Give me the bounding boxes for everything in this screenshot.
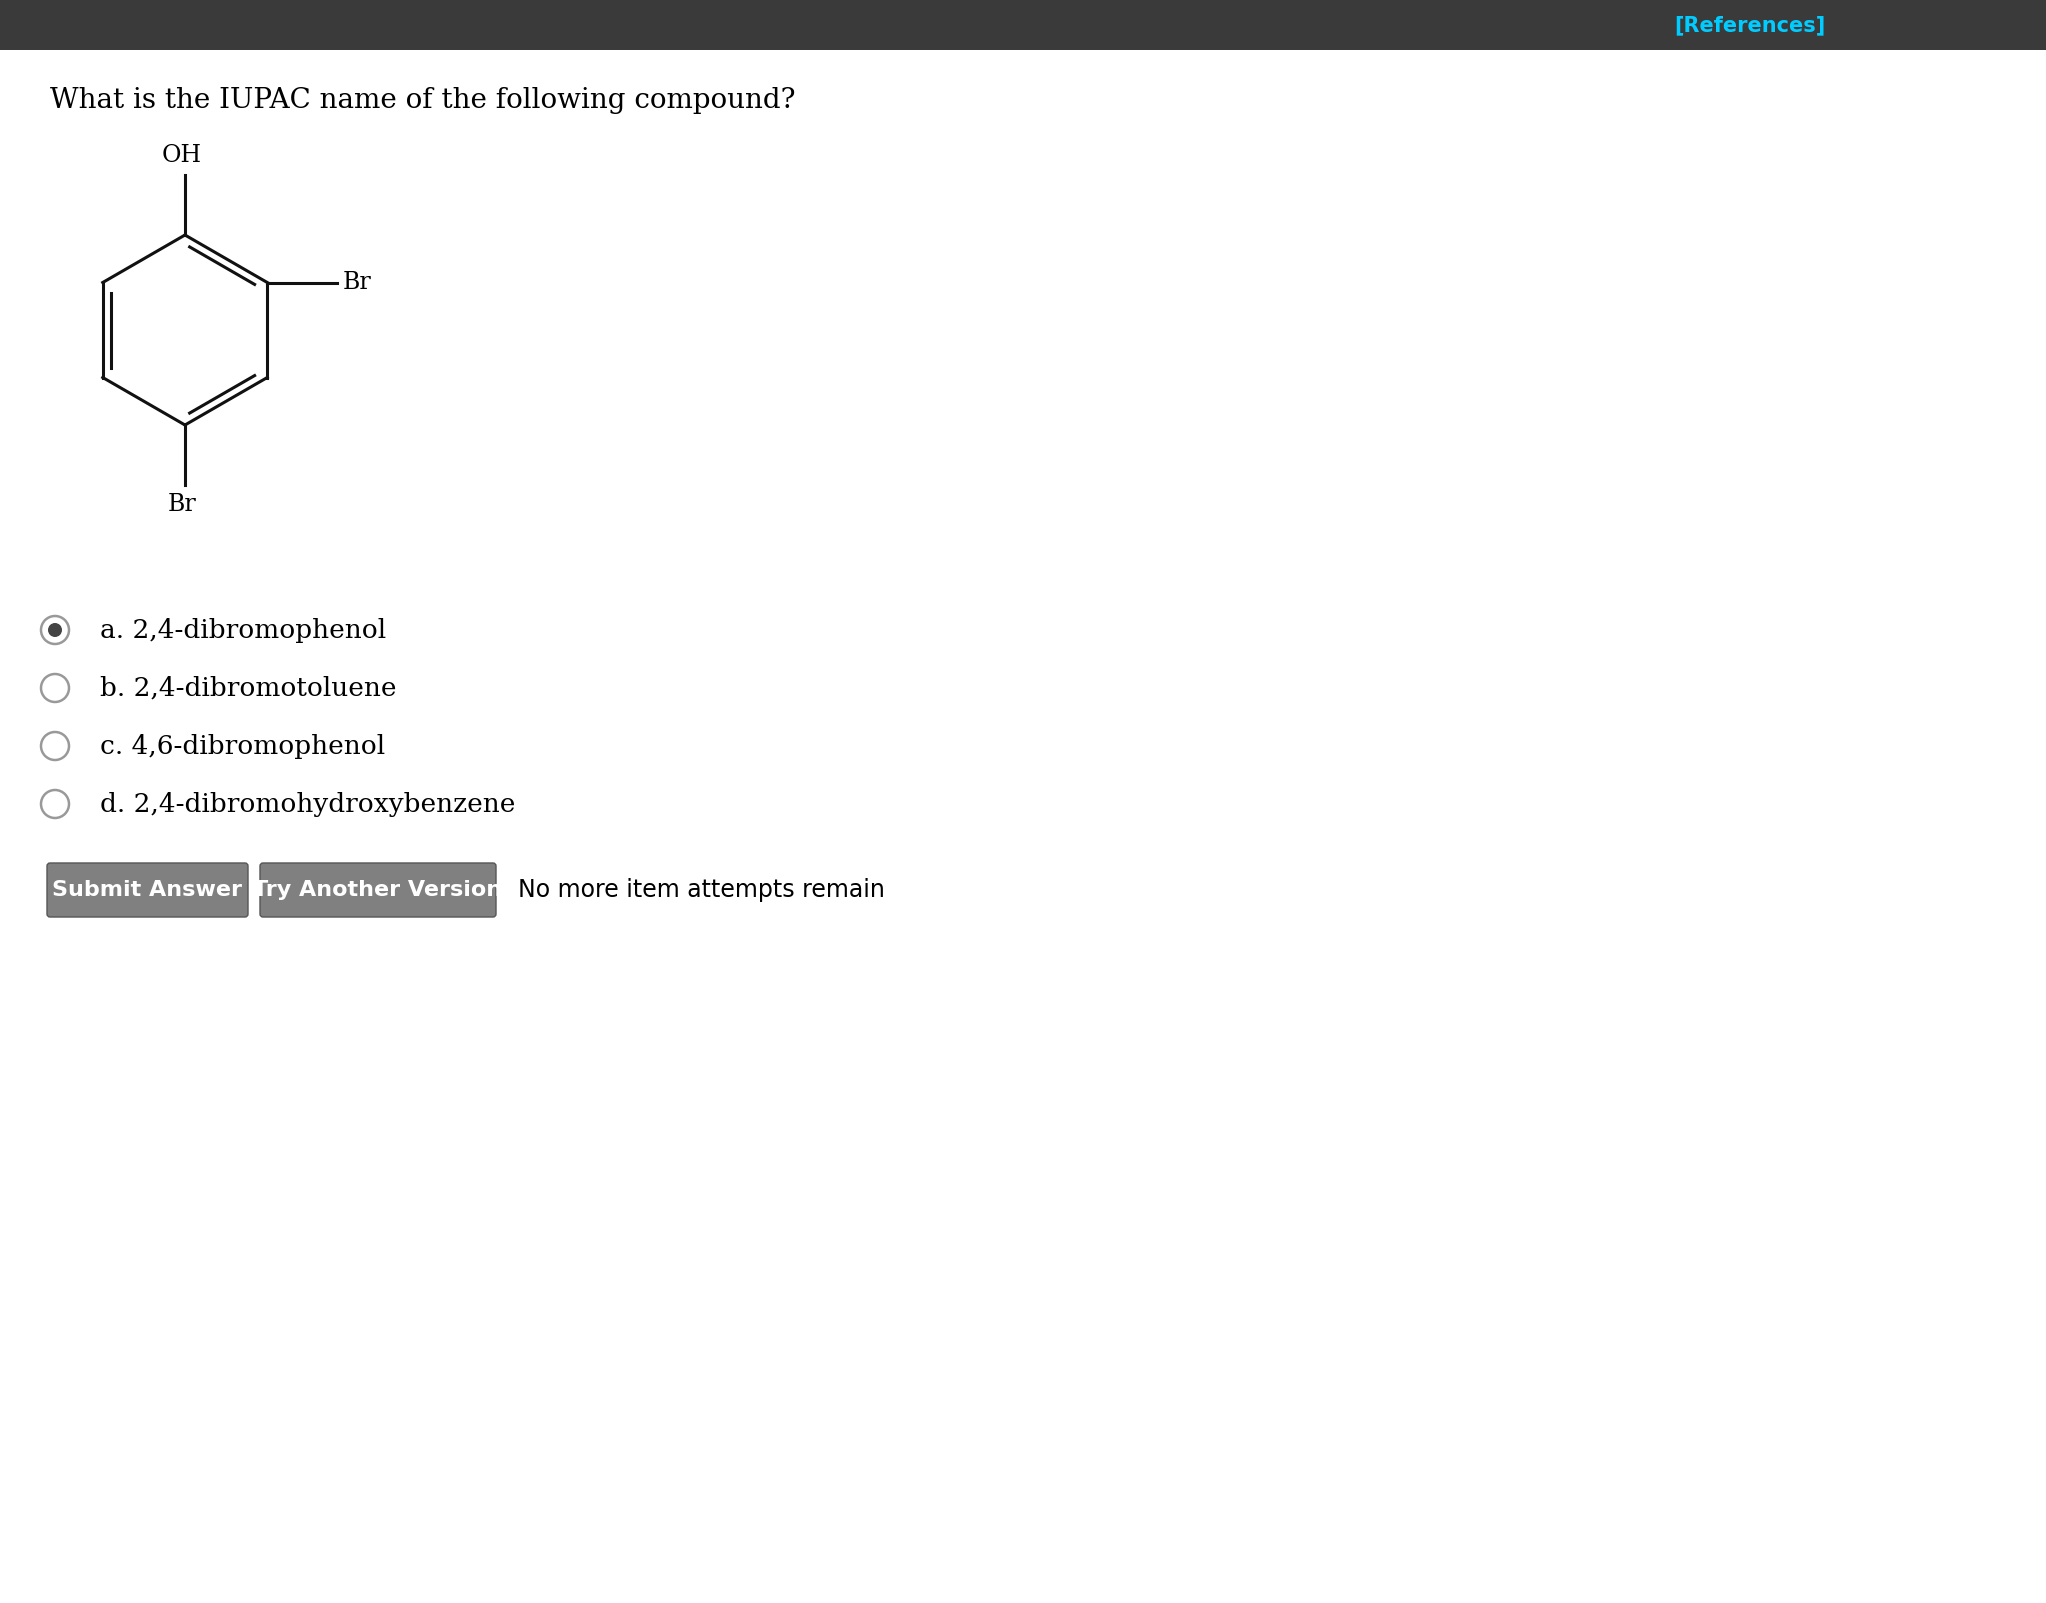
- Text: What is the IUPAC name of the following compound?: What is the IUPAC name of the following …: [49, 87, 796, 114]
- Text: [References]: [References]: [1674, 14, 1825, 35]
- Bar: [0, 0, 2046, 50]
- Text: a. 2,4-dibromophenol: a. 2,4-dibromophenol: [100, 617, 387, 643]
- Text: b. 2,4-dibromotoluene: b. 2,4-dibromotoluene: [100, 675, 397, 701]
- Text: No more item attempts remain: No more item attempts remain: [518, 878, 884, 902]
- Text: Br: Br: [342, 271, 370, 293]
- Text: Br: Br: [168, 494, 196, 516]
- Circle shape: [49, 624, 61, 636]
- Text: c. 4,6-dibromophenol: c. 4,6-dibromophenol: [100, 734, 385, 758]
- FancyBboxPatch shape: [260, 862, 495, 917]
- Text: Try Another Version: Try Another Version: [254, 880, 503, 899]
- Text: d. 2,4-dibromohydroxybenzene: d. 2,4-dibromohydroxybenzene: [100, 792, 516, 816]
- Text: Submit Answer: Submit Answer: [53, 880, 243, 899]
- Text: OH: OH: [162, 144, 203, 167]
- FancyBboxPatch shape: [47, 862, 248, 917]
